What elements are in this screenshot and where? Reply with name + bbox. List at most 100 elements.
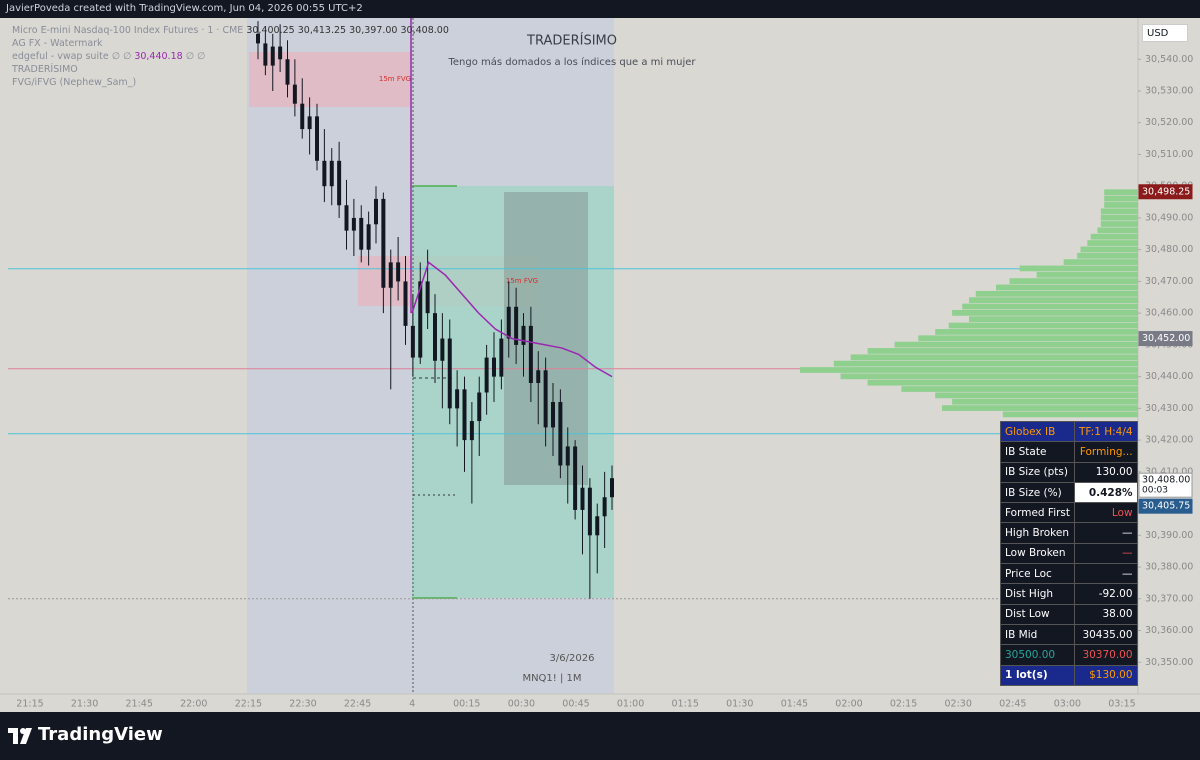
x-tick-label: 21:45 bbox=[126, 699, 153, 710]
table-cell: Globex IB bbox=[999, 420, 1076, 443]
x-tick-label: 21:15 bbox=[16, 699, 43, 710]
volume-bar bbox=[1009, 278, 1138, 284]
table-cell: $130.00 bbox=[1074, 664, 1138, 686]
table-row: IB State Forming... bbox=[999, 441, 1138, 463]
candle-body bbox=[410, 325, 415, 358]
volume-bar bbox=[969, 297, 1138, 304]
table-cell: 0.428% bbox=[1074, 481, 1138, 504]
credit: JavierPoveda created with TradingView.co… bbox=[6, 3, 363, 14]
volume-bar bbox=[867, 348, 1138, 354]
candle-body bbox=[433, 313, 437, 361]
x-tick-label: 02:15 bbox=[890, 699, 917, 710]
symbol: Micro E-mini Nasdaq-100 Index Futures · … bbox=[12, 25, 244, 36]
table-cell: 30435.00 bbox=[1074, 623, 1138, 646]
y-tick-label: 30,540.00 bbox=[1145, 54, 1193, 65]
volume-bar bbox=[867, 379, 1138, 386]
volume-bar bbox=[962, 303, 1138, 310]
table-cell: Low Broken bbox=[999, 542, 1076, 565]
table-cell: IB Size (pts) bbox=[999, 461, 1076, 483]
candle-body bbox=[256, 33, 260, 44]
ohlc: 30,400.25 bbox=[246, 25, 295, 36]
volume-bar bbox=[1104, 202, 1138, 208]
vwap-value: 30,440.18 bbox=[134, 51, 183, 62]
x-tick-label: 00:30 bbox=[508, 699, 535, 710]
table-cell: Forming... bbox=[1074, 441, 1138, 463]
table-row: Dist Low 38.00 bbox=[999, 603, 1138, 625]
y-tick-label: 30,520.00 bbox=[1145, 117, 1193, 128]
price-marker-label: 30,405.75 bbox=[1142, 501, 1190, 512]
volume-bar bbox=[1104, 195, 1138, 202]
ohlc: 30,397.00 bbox=[349, 25, 398, 36]
candle-body bbox=[403, 281, 408, 326]
candle-body bbox=[337, 160, 342, 206]
fvg-label: 15m FVG bbox=[506, 277, 538, 285]
candle-body bbox=[278, 46, 283, 60]
table-cell: TF:1 H:4/4 bbox=[1074, 420, 1138, 443]
currency-button[interactable]: USD bbox=[1142, 24, 1188, 42]
volume-bar bbox=[975, 290, 1138, 297]
logo bbox=[8, 728, 32, 744]
indicator: AG FX - Watermark bbox=[12, 38, 103, 49]
y-tick-label: 30,510.00 bbox=[1145, 149, 1193, 160]
table-row: IB Size (%) 0.428% bbox=[999, 481, 1138, 504]
candle-body bbox=[300, 103, 305, 130]
volume-bar bbox=[1100, 221, 1138, 227]
y-tick-label: 30,390.00 bbox=[1145, 530, 1193, 541]
price-marker bbox=[1138, 472, 1193, 498]
candle-body bbox=[551, 402, 555, 428]
volume-bar bbox=[833, 360, 1138, 367]
candle-body bbox=[462, 389, 467, 441]
y-tick-label: 30,460.00 bbox=[1145, 308, 1193, 319]
x-tick-label: 01:30 bbox=[726, 699, 753, 710]
candle-body bbox=[521, 325, 526, 345]
countdown: 00:03 bbox=[1142, 486, 1168, 496]
y-tick-label: 30,370.00 bbox=[1145, 593, 1193, 604]
volume-bar bbox=[840, 373, 1138, 380]
candle-body bbox=[587, 487, 592, 536]
candle-body bbox=[366, 224, 371, 250]
x-tick-label: 4 bbox=[409, 699, 415, 710]
position-box bbox=[412, 186, 614, 598]
candle-body bbox=[329, 160, 334, 187]
candle-body bbox=[374, 198, 378, 225]
x-tick-label: 01:00 bbox=[617, 699, 644, 710]
volume-bar bbox=[1002, 411, 1138, 418]
table-cell: Formed First bbox=[999, 502, 1076, 524]
legend-row: Micro E-mini Nasdaq-100 Index Futures · … bbox=[12, 24, 449, 37]
y-tick-label: 30,470.00 bbox=[1145, 276, 1193, 287]
ohlc: 30,408.00 bbox=[400, 25, 449, 36]
volume-bar bbox=[1100, 208, 1138, 215]
table-row: IB Size (pts) 130.00 bbox=[999, 461, 1138, 483]
chart: 15m FVG 15m FVG TRADERÍSIMO Tengo más do… bbox=[0, 18, 1200, 712]
candle-body bbox=[455, 389, 460, 409]
table-cell: IB State bbox=[999, 441, 1076, 463]
candle-body bbox=[499, 338, 504, 377]
price-marker bbox=[1138, 498, 1193, 514]
volume-bar bbox=[941, 405, 1138, 411]
y-tick-label: 30,430.00 bbox=[1145, 403, 1193, 414]
table-cell: Dist High bbox=[999, 583, 1076, 605]
x-tick-label: 03:15 bbox=[1108, 699, 1135, 710]
candle-body bbox=[344, 205, 349, 231]
table-cell: 1 lot(s) bbox=[999, 664, 1076, 686]
volume-bar bbox=[952, 309, 1138, 316]
candle-body bbox=[477, 392, 482, 422]
candle-body bbox=[469, 421, 474, 441]
candle-body bbox=[492, 357, 496, 377]
footer: TradingView bbox=[0, 712, 1200, 760]
y-tick-label: 30,490.00 bbox=[1145, 212, 1193, 223]
volume-bar bbox=[1097, 227, 1138, 234]
y-tick-label: 30,410.00 bbox=[1145, 466, 1193, 477]
fvg-label: 15m FVG bbox=[379, 75, 411, 83]
price-marker-label: 30,498.25 bbox=[1142, 186, 1190, 197]
x-tick-label: 03:00 bbox=[1054, 699, 1081, 710]
y-tick-label: 30,360.00 bbox=[1145, 625, 1193, 636]
candle-body bbox=[270, 46, 275, 66]
watermark-date: 3/6/2026 bbox=[550, 653, 595, 664]
candle-body bbox=[558, 402, 563, 466]
table-cell: — bbox=[1074, 522, 1138, 544]
candle-body bbox=[418, 281, 423, 358]
volume-bar bbox=[1100, 214, 1138, 221]
table-cell: Price Loc bbox=[999, 563, 1076, 585]
table-row: Formed First Low bbox=[999, 502, 1138, 524]
